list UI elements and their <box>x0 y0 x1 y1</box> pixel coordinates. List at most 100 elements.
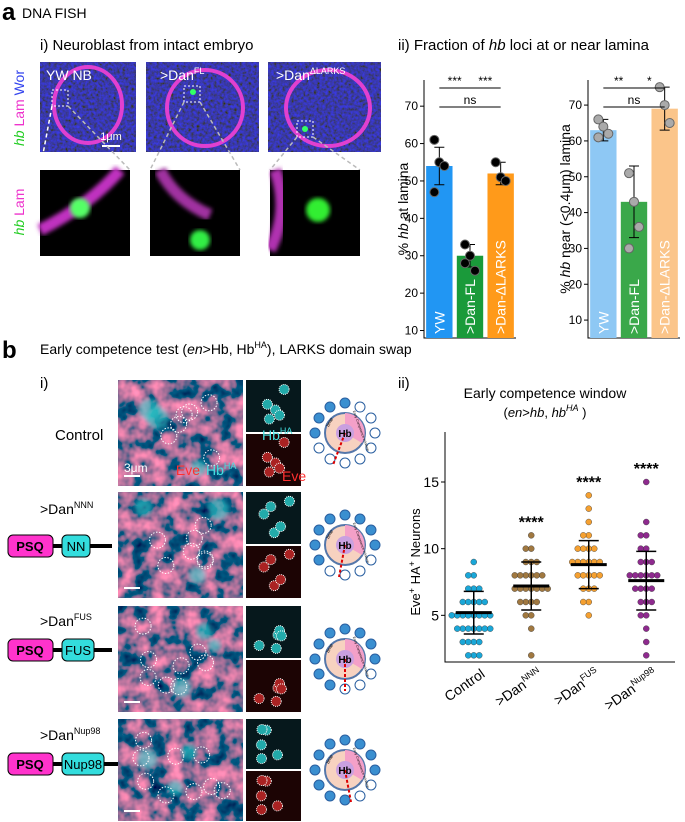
timeline-cell <box>365 524 377 536</box>
cell-outline <box>148 531 166 549</box>
significance-label: ** <box>614 74 624 88</box>
cell-outline <box>261 398 273 410</box>
cell-outline <box>140 651 158 669</box>
timeline-cell <box>339 794 351 806</box>
data-point <box>487 625 494 632</box>
data-point <box>580 598 587 606</box>
data-point <box>522 612 529 619</box>
timeline-cell <box>313 779 325 791</box>
data-point <box>626 572 633 579</box>
significance-label: ns <box>628 93 641 107</box>
image-label: >DanΔLARKS <box>276 66 345 83</box>
cell-outline <box>256 753 268 765</box>
cell-outline <box>278 436 290 448</box>
row-label: >DanNNN <box>40 500 93 517</box>
data-point <box>591 545 598 552</box>
significance-label: * <box>647 74 652 88</box>
label-part: NNN <box>519 665 541 684</box>
data-point <box>465 572 472 579</box>
cyan-blob <box>190 459 207 476</box>
bar <box>590 130 617 338</box>
cell-outline <box>275 574 287 586</box>
data-point <box>528 612 535 619</box>
error-bar <box>463 590 484 635</box>
bar <box>651 108 678 339</box>
significance-label: ns <box>464 93 477 107</box>
data-point <box>585 492 592 499</box>
cyan-blob <box>167 780 183 796</box>
timeline-cell <box>309 539 321 551</box>
cell-outline <box>272 800 284 812</box>
data-point <box>585 612 592 619</box>
timeline-cell <box>354 513 366 525</box>
data-point <box>654 572 661 579</box>
cell-outline <box>270 642 282 654</box>
data-point <box>511 572 518 579</box>
y-tick-label: 5 <box>431 607 439 623</box>
data-point <box>574 545 581 552</box>
cell-outline <box>283 495 295 507</box>
axis <box>444 432 675 663</box>
data-point <box>476 598 483 606</box>
timeline-cell <box>369 539 381 551</box>
timeline-cell <box>339 623 351 635</box>
error-bar <box>636 550 657 611</box>
data-point <box>429 187 440 198</box>
data-point <box>470 638 477 646</box>
cell-outline <box>265 554 277 566</box>
data-point <box>465 638 472 646</box>
cell-outline <box>263 466 275 478</box>
timeline-cell <box>354 401 366 413</box>
diagram-label: time <box>325 754 335 765</box>
significance-label: *** <box>478 74 492 88</box>
data-point <box>470 265 480 276</box>
cell-outline <box>256 775 268 787</box>
cell-outline <box>268 527 280 539</box>
timeline-cell <box>339 569 351 581</box>
data-point <box>533 598 540 606</box>
data-point <box>580 532 587 539</box>
category-label: >Dan-ΔLARKS <box>657 240 673 334</box>
cell-outline <box>274 462 286 474</box>
cell-outline <box>270 695 282 707</box>
data-point <box>465 652 472 659</box>
significance-label: *** <box>448 74 462 88</box>
timeline-cell <box>365 442 377 454</box>
cell-outline <box>256 804 268 816</box>
significance-label: **** <box>576 474 602 491</box>
data-point <box>574 572 581 579</box>
data-point <box>648 585 655 592</box>
y-tick-label: 70 <box>405 99 419 113</box>
y-tick-label: 15 <box>423 474 439 490</box>
timeline-cell <box>339 457 351 469</box>
label-part: > <box>522 405 530 420</box>
cell-outline <box>157 556 175 574</box>
data-point <box>533 572 540 579</box>
timeline-cell <box>313 524 325 536</box>
cell-outline <box>275 683 287 695</box>
row-label: >DanFUS <box>40 612 92 629</box>
category-label: >Dan-FL <box>626 279 642 334</box>
cyan-blob <box>134 498 152 516</box>
y-axis-label: Eve+ HA+ Neurons <box>407 508 423 616</box>
label-part: , <box>544 405 551 420</box>
timeline-cell <box>369 653 381 665</box>
category-label: >Dan-FL <box>462 279 478 334</box>
timeline-cell <box>365 554 377 566</box>
panel-letter: a <box>2 0 16 26</box>
data-point <box>459 625 466 632</box>
cell-outline <box>157 676 175 694</box>
y-tick-label: 40 <box>405 211 419 225</box>
timeline-cell <box>354 679 366 691</box>
subpanel-title: ii) Fraction of hb loci at or near lamin… <box>398 37 650 54</box>
data-point <box>580 572 587 579</box>
timeline-cell <box>354 627 366 639</box>
row-labels: >DanNNN >DanFUS >DanNup98 <box>40 500 100 743</box>
time-marker <box>332 432 346 466</box>
cell-outline <box>170 415 188 433</box>
data-point <box>517 598 524 606</box>
error-bar <box>578 539 599 590</box>
y-tick-label: 10 <box>405 324 419 338</box>
